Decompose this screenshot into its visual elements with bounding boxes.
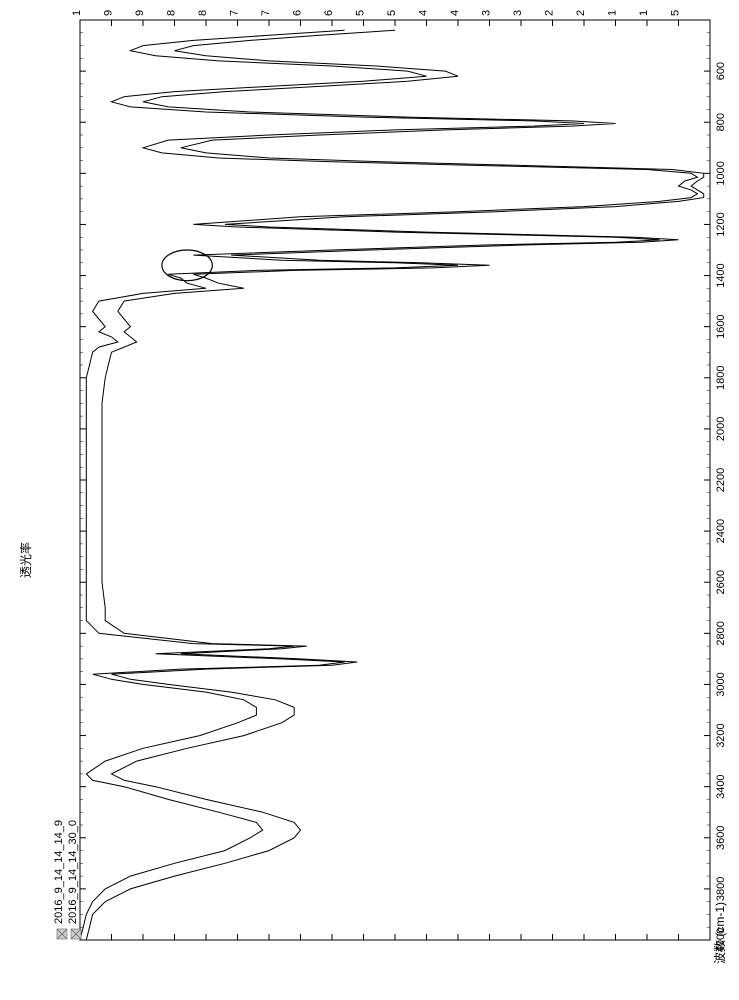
x-tick-label: 1200 [715, 212, 727, 236]
x-tick-label: 3400 [715, 774, 727, 798]
y-tick-label: 15 [607, 10, 619, 16]
x-tick-label: 2400 [715, 519, 727, 543]
y-tick-label: 60 [323, 10, 335, 16]
legend-label: 2016_9_14_14_30_0 [67, 820, 79, 924]
y-tick-label: 5 [670, 10, 682, 16]
x-tick-label: 3000 [715, 672, 727, 696]
x-tick-label: 800 [715, 113, 727, 131]
y-tick-label: 45 [418, 10, 430, 16]
y-tick-label: 50 [386, 10, 398, 16]
y-tick-label: 20 [575, 10, 587, 16]
y-tick-label: 95 [103, 10, 115, 16]
x-tick-label: 2000 [715, 417, 727, 441]
y-tick-label: 70 [260, 10, 272, 16]
legend-item-0: 2016_9_14_14_14_9 [53, 820, 67, 939]
annotation-ellipse [162, 250, 212, 281]
x-tick-label: 3600 [715, 826, 727, 850]
spectrum-series-1 [86, 30, 703, 940]
y-tick-label: 85 [166, 10, 178, 16]
spectrum-series-0 [80, 30, 697, 940]
chart-svg: 100 95 90 85 80 75 70 65 60 55 50 45 40 35 30 25 20 15 10 5… [10, 10, 730, 990]
x-tick-label: 2800 [715, 621, 727, 645]
x-axis-label: 波数 (cm-1) [712, 902, 727, 964]
y-axis-label: 透光率 [18, 542, 33, 578]
x-tick-label: 2600 [715, 570, 727, 594]
legend-label: 2016_9_14_14_14_9 [53, 820, 65, 924]
y-tick-label: 75 [229, 10, 241, 16]
y-tick-label: 80 [197, 10, 209, 16]
x-tick-label: 1400 [715, 263, 727, 287]
y-tick-label: 90 [134, 10, 146, 16]
y-tick-label: 40 [449, 10, 461, 16]
y-tick-label: 65 [292, 10, 304, 16]
y-tick-label: 10 [638, 10, 650, 16]
x-tick-label: 600 [715, 62, 727, 80]
x-tick-label: 2200 [715, 468, 727, 492]
x-tick-label: 3200 [715, 723, 727, 747]
y-tick-label: 35 [481, 10, 493, 16]
x-tick-label: 1000 [715, 161, 727, 185]
x-tick-label: 1800 [715, 366, 727, 390]
legend-item-1: 2016_9_14_14_30_0 [67, 820, 81, 939]
x-tick-label: 1600 [715, 314, 727, 338]
y-tick-label: 30 [512, 10, 524, 16]
spectrum-chart: 100 95 90 85 80 75 70 65 60 55 50 45 40 35 30 25 20 15 10 5… [10, 10, 730, 990]
x-tick-label: 3800 [715, 877, 727, 901]
y-tick-label: 100 [71, 10, 83, 16]
y-tick-label: 55 [355, 10, 367, 16]
y-tick-label: 25 [544, 10, 556, 16]
